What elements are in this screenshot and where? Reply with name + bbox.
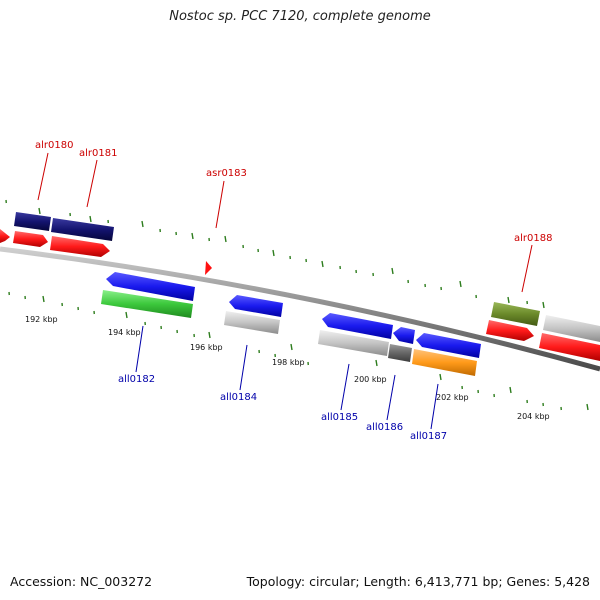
gene-label-alr0188[interactable]: alr0188: [514, 233, 552, 244]
gene-feature[interactable]: [412, 349, 477, 376]
gene-feature[interactable]: [393, 327, 415, 344]
gene-label-alr0181[interactable]: alr0181: [79, 148, 117, 159]
gene-label-all0182[interactable]: all0182: [118, 374, 155, 385]
gene-feature[interactable]: [491, 302, 540, 326]
scale-label: 192 kbp: [25, 315, 58, 324]
gene-feature[interactable]: [205, 261, 212, 275]
forward-gene-group: [0, 212, 600, 361]
gene-feature[interactable]: [416, 333, 481, 358]
gene-label-all0185[interactable]: all0185: [321, 412, 358, 423]
gene-feature[interactable]: [388, 344, 412, 362]
outer-tick-ring: [5, 199, 545, 309]
scale-label: 202 kbp: [436, 393, 469, 402]
gene-feature[interactable]: [486, 320, 534, 341]
inner-tick-ring: [8, 291, 589, 411]
gene-feature[interactable]: [539, 333, 600, 361]
genome-summary-text: Topology: circular; Length: 6,413,771 bp…: [246, 574, 590, 589]
map-title: Nostoc sp. PCC 7120, complete genome: [169, 9, 431, 24]
genome-backbone: [0, 246, 600, 372]
gene-feature[interactable]: [0, 229, 10, 243]
reverse-gene-group: [101, 272, 481, 376]
gene-feature[interactable]: [101, 290, 193, 318]
gene-feature[interactable]: [14, 212, 51, 231]
gene-feature[interactable]: [50, 236, 110, 257]
scale-label: 200 kbp: [354, 375, 387, 384]
scale-label: 196 kbp: [190, 343, 223, 352]
gene-feature[interactable]: [13, 231, 48, 247]
gene-feature[interactable]: [318, 330, 389, 356]
scale-label: 198 kbp: [272, 358, 305, 367]
gene-feature[interactable]: [51, 218, 114, 241]
gene-label-all0186[interactable]: all0186: [366, 422, 403, 433]
gene-label-asr0183[interactable]: asr0183: [206, 168, 247, 179]
gene-feature[interactable]: [229, 295, 283, 317]
gene-feature[interactable]: [543, 315, 600, 342]
reverse-leader-lines: [135, 325, 439, 430]
accession-text: Accession: NC_003272: [10, 574, 153, 589]
gene-label-all0187[interactable]: all0187: [410, 431, 447, 442]
gene-feature[interactable]: [106, 272, 195, 301]
scale-label: 194 kbp: [108, 328, 141, 337]
gene-feature[interactable]: [322, 313, 393, 339]
gene-feature[interactable]: [224, 311, 280, 334]
scale-label: 204 kbp: [517, 412, 550, 421]
gene-label-all0184[interactable]: all0184: [220, 392, 257, 403]
gene-label-alr0180[interactable]: alr0180: [35, 140, 73, 151]
forward-leader-lines: [37, 152, 533, 293]
